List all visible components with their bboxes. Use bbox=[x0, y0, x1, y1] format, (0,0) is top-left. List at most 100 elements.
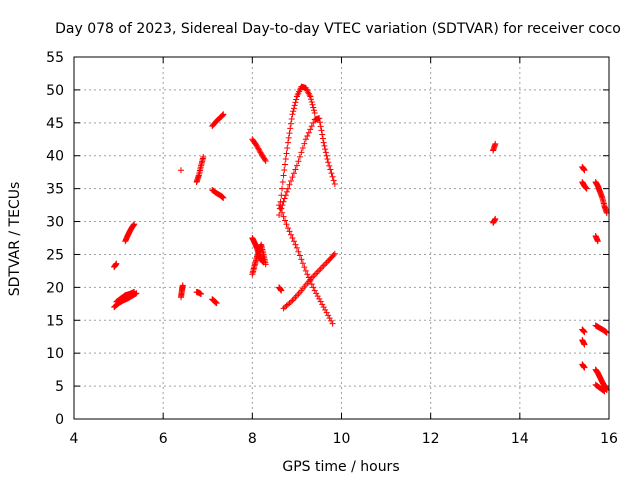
data-point bbox=[601, 388, 608, 395]
data-point bbox=[287, 177, 294, 184]
data-point bbox=[255, 145, 262, 152]
data-point bbox=[600, 387, 607, 394]
data-point bbox=[290, 238, 297, 245]
data-point bbox=[581, 329, 588, 336]
data-point bbox=[313, 290, 320, 297]
data-point bbox=[304, 87, 311, 94]
data-point bbox=[311, 271, 318, 278]
data-point bbox=[254, 144, 261, 151]
data-point bbox=[296, 153, 303, 160]
x-tick-label: 12 bbox=[422, 431, 440, 447]
data-point bbox=[305, 89, 312, 96]
data-point bbox=[282, 156, 289, 163]
y-tick-label: 55 bbox=[46, 50, 64, 66]
data-point bbox=[292, 241, 299, 248]
data-point bbox=[299, 260, 306, 267]
data-point bbox=[296, 252, 303, 259]
data-point bbox=[283, 302, 290, 309]
data-point bbox=[318, 127, 325, 134]
data-point bbox=[311, 107, 318, 114]
data-point bbox=[282, 192, 289, 199]
plot-frame bbox=[73, 56, 610, 420]
data-point bbox=[322, 306, 329, 313]
data-points bbox=[111, 83, 610, 395]
data-point bbox=[310, 284, 317, 291]
data-point bbox=[287, 120, 294, 127]
data-point bbox=[279, 179, 286, 186]
data-point bbox=[292, 99, 299, 106]
data-point bbox=[319, 131, 326, 138]
data-point bbox=[179, 282, 186, 289]
data-point bbox=[278, 287, 285, 294]
data-point bbox=[286, 300, 293, 307]
data-point bbox=[198, 290, 205, 297]
data-point bbox=[287, 125, 294, 132]
data-point bbox=[331, 250, 338, 257]
data-point bbox=[286, 181, 293, 188]
y-tick-label: 45 bbox=[46, 116, 64, 132]
data-point bbox=[298, 149, 305, 156]
data-point bbox=[310, 119, 317, 126]
data-point bbox=[113, 260, 120, 267]
data-point bbox=[285, 301, 291, 308]
data-point bbox=[290, 108, 297, 115]
data-point bbox=[286, 130, 293, 137]
data-point bbox=[309, 101, 316, 108]
data-point bbox=[256, 148, 263, 155]
data-point bbox=[293, 96, 300, 103]
data-point bbox=[306, 92, 313, 99]
data-point bbox=[326, 162, 333, 169]
data-point bbox=[319, 301, 326, 308]
data-point bbox=[330, 252, 337, 259]
data-point bbox=[492, 215, 499, 222]
data-point bbox=[328, 317, 335, 324]
data-point bbox=[329, 320, 336, 327]
y-tick-label: 50 bbox=[46, 83, 64, 99]
grid-lines bbox=[74, 57, 609, 419]
data-point bbox=[289, 235, 296, 241]
data-point bbox=[257, 149, 264, 156]
data-point bbox=[301, 264, 308, 271]
data-point bbox=[323, 152, 330, 159]
data-point bbox=[322, 149, 329, 156]
data-point bbox=[325, 159, 332, 166]
data-point bbox=[289, 174, 296, 181]
data-point bbox=[581, 167, 588, 174]
y-tick-label: 25 bbox=[46, 247, 64, 263]
x-axis-label: GPS time / hours bbox=[282, 459, 399, 475]
data-point bbox=[301, 140, 308, 147]
data-point bbox=[260, 259, 267, 266]
data-point bbox=[279, 202, 286, 209]
x-tick-label: 14 bbox=[511, 431, 529, 447]
data-point bbox=[303, 86, 310, 93]
x-tick-label: 8 bbox=[248, 431, 257, 447]
data-point bbox=[314, 293, 321, 300]
data-point bbox=[279, 185, 286, 192]
y-tick-label: 30 bbox=[46, 215, 64, 231]
data-point bbox=[282, 217, 289, 224]
data-point bbox=[280, 198, 287, 205]
data-point bbox=[583, 185, 590, 192]
data-point bbox=[299, 145, 306, 152]
data-point bbox=[283, 188, 290, 195]
data-point bbox=[323, 259, 330, 266]
data-point bbox=[285, 134, 292, 141]
y-tick-label: 0 bbox=[55, 412, 64, 428]
data-point bbox=[131, 221, 138, 228]
data-point bbox=[320, 262, 327, 269]
y-tick-label: 5 bbox=[55, 379, 64, 395]
data-point bbox=[313, 270, 320, 277]
data-point bbox=[302, 267, 309, 274]
x-tick-label: 4 bbox=[70, 431, 79, 447]
data-point bbox=[308, 96, 315, 103]
data-point bbox=[326, 315, 333, 322]
data-point bbox=[284, 145, 291, 152]
data-point bbox=[329, 173, 336, 180]
data-point bbox=[581, 364, 588, 371]
data-point bbox=[307, 126, 314, 133]
y-tick-label: 20 bbox=[46, 280, 64, 296]
data-point bbox=[325, 312, 332, 319]
y-tick-label: 15 bbox=[46, 313, 64, 329]
x-tick-label: 6 bbox=[159, 431, 168, 447]
